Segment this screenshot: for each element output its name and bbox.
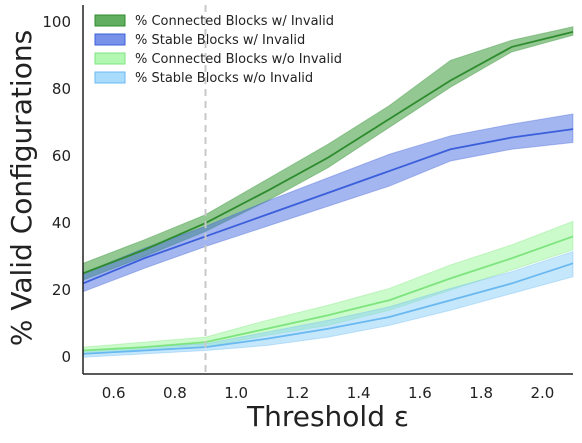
legend-label-2: % Stable Blocks w/ Invalid: [135, 33, 305, 48]
y-axis-label: % Valid Configurations: [5, 30, 38, 346]
legend-label-1: % Connected Blocks w/ Invalid: [135, 14, 334, 29]
legend-swatch-3: [94, 52, 126, 65]
y-tick-label: 40: [52, 214, 71, 232]
series-4-mean-line: [82, 262, 574, 355]
axes: [82, 5, 573, 375]
series-lines: [82, 30, 574, 355]
series-3-mean-line: [82, 235, 574, 352]
series-1-mean-line: [82, 30, 574, 275]
legend-swatch-2: [94, 33, 126, 46]
x-tick-label: 1.2: [285, 384, 309, 402]
x-tick-label: 1.0: [224, 384, 248, 402]
legend-swatch-1: [94, 14, 126, 27]
series-4-band: [82, 250, 574, 358]
x-tick-label: 1.4: [347, 384, 371, 402]
x-axis-label: Threshold ε: [246, 400, 409, 433]
x-tick-label: 2.0: [530, 384, 554, 402]
y-tick-label: 20: [52, 281, 71, 299]
legend-label-4: % Stable Blocks w/o Invalid: [135, 71, 313, 86]
legend-swatch-4: [94, 71, 126, 84]
legend: % Connected Blocks w/ Invalid % Stable Bl…: [94, 14, 342, 86]
x-tick-label: 1.6: [408, 384, 432, 402]
y-tick-label: 60: [52, 147, 71, 165]
x-tick-label: 1.8: [469, 384, 493, 402]
y-tick-label: 0: [61, 348, 71, 366]
series-2-mean-line: [82, 128, 574, 285]
legend-label-3: % Connected Blocks w/o Invalid: [135, 52, 342, 67]
x-tick-label: 0.6: [102, 384, 126, 402]
y-tick-label: 80: [52, 80, 71, 98]
x-tick-label: 0.8: [163, 384, 187, 402]
tick-labels: 0.6 0.8 1.0 1.2 1.4 1.6 1.8 2.0 0 20 40 60 80 100: [42, 13, 554, 402]
y-tick-label: 100: [42, 13, 71, 31]
